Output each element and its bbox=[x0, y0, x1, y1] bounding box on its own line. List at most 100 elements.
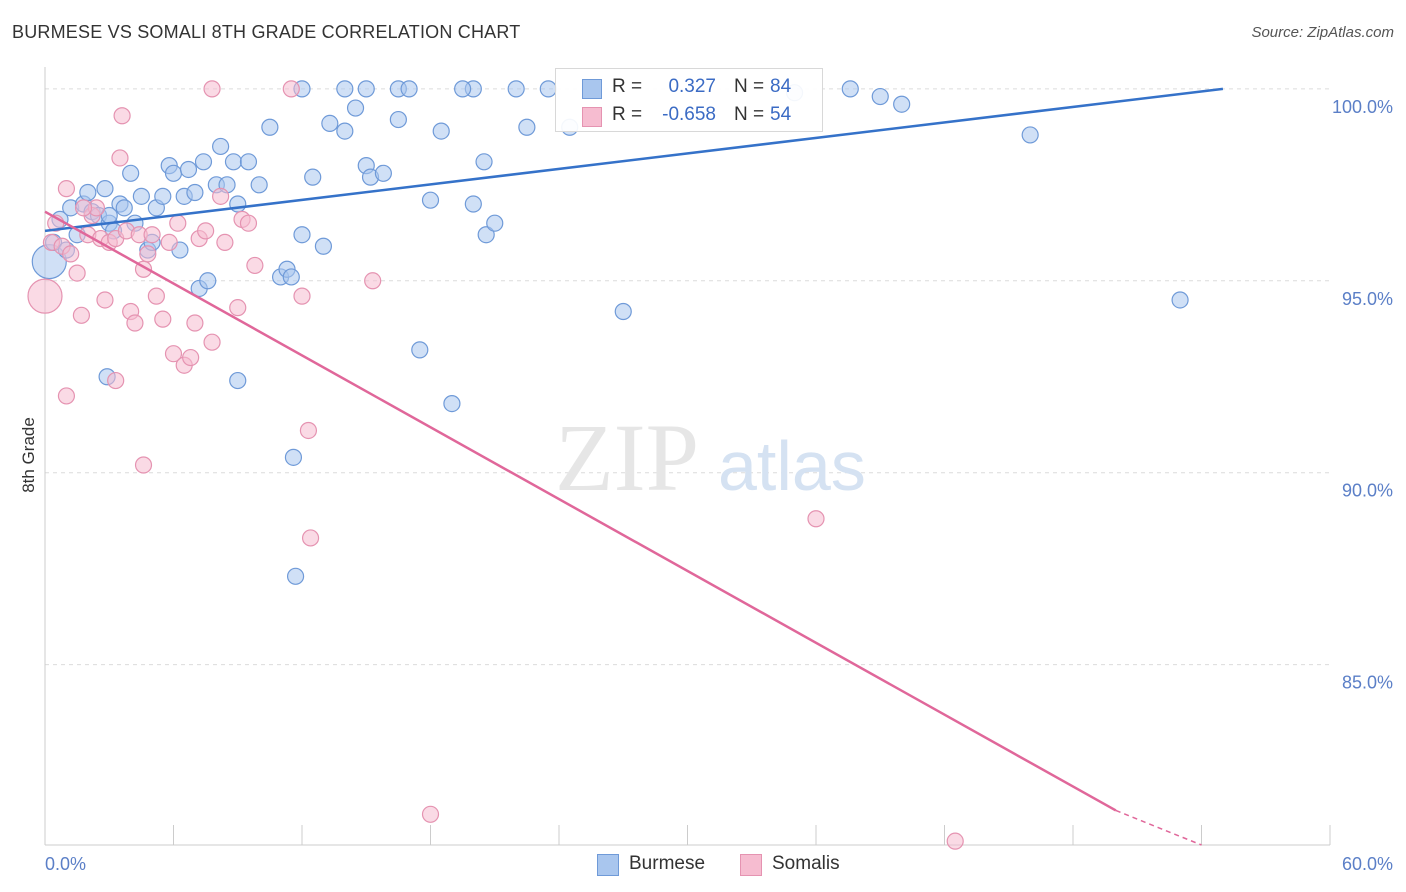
watermark-atlas: atlas bbox=[718, 427, 866, 505]
burmese-point bbox=[464, 195, 482, 213]
burmese-point bbox=[432, 122, 450, 140]
somalis-point bbox=[164, 345, 183, 363]
burmese-point bbox=[443, 395, 461, 413]
somalis-point bbox=[96, 291, 114, 309]
somalis-point bbox=[27, 278, 63, 314]
somalis-trend-extension bbox=[1115, 809, 1202, 846]
burmese-legend-swatch bbox=[597, 854, 619, 876]
somalis-point bbox=[72, 306, 91, 324]
burmese-point bbox=[477, 226, 495, 244]
somalis-point bbox=[182, 348, 200, 367]
x-tick-label: 0.0% bbox=[45, 854, 86, 874]
legend-row-somalis: R = -0.658 N = 54 bbox=[556, 101, 822, 129]
somalis-legend-label: Somalis bbox=[772, 853, 840, 874]
burmese-point bbox=[132, 187, 150, 205]
burmese-point bbox=[1171, 291, 1189, 309]
somalis-point bbox=[107, 371, 125, 390]
somalis-point bbox=[216, 233, 234, 251]
somalis-point bbox=[74, 199, 93, 217]
somalis-point bbox=[113, 107, 131, 125]
tick-labels: 100.0% 95.0% 90.0% 85.0% 0.0% 60.0% bbox=[45, 97, 1393, 874]
burmese-point bbox=[346, 99, 365, 117]
burmese-point bbox=[261, 118, 279, 136]
y-tick-label: 85.0% bbox=[1342, 673, 1393, 693]
burmese-point bbox=[79, 183, 97, 202]
somalis-point bbox=[203, 80, 221, 98]
source-label: Source: ZipAtlas.com bbox=[1251, 24, 1394, 41]
somalis-point bbox=[186, 314, 204, 332]
burmese-point bbox=[357, 80, 375, 98]
somalis-point bbox=[154, 310, 172, 328]
burmese-point bbox=[212, 137, 230, 156]
somalis-point bbox=[203, 333, 221, 351]
somalis-point bbox=[282, 80, 300, 98]
burmese-n-label: N = bbox=[734, 76, 765, 97]
burmese-point bbox=[293, 226, 311, 244]
burmese-point bbox=[321, 114, 339, 133]
somalis-point bbox=[229, 299, 247, 317]
axes bbox=[44, 67, 1331, 846]
burmese-point bbox=[154, 187, 172, 205]
burmese-point bbox=[539, 80, 557, 98]
somalis-n-value: 54 bbox=[770, 104, 792, 125]
burmese-point bbox=[411, 341, 429, 359]
somalis-point bbox=[143, 226, 161, 244]
somalis-legend-swatch bbox=[740, 854, 762, 876]
burmese-point bbox=[164, 164, 183, 182]
burmese-point bbox=[893, 95, 911, 113]
somalis-point bbox=[62, 245, 80, 263]
somalis-point bbox=[364, 272, 382, 290]
burmese-point bbox=[96, 180, 114, 198]
burmese-point bbox=[336, 80, 354, 98]
y-tick-label: 90.0% bbox=[1342, 481, 1393, 501]
burmese-point bbox=[454, 80, 472, 98]
burmese-point bbox=[199, 272, 217, 290]
burmese-r-value: 0.327 bbox=[668, 76, 716, 97]
legend-row-burmese: R = 0.327 N = 84 bbox=[556, 73, 822, 101]
somalis-point bbox=[111, 149, 129, 167]
chart-title: BURMESE VS SOMALI 8TH GRADE CORRELATION … bbox=[12, 22, 521, 42]
somalis-point bbox=[68, 264, 86, 282]
somalis-point bbox=[807, 510, 825, 528]
somalis-point bbox=[160, 233, 178, 251]
burmese-legend-label: Burmese bbox=[629, 853, 706, 874]
y-tick-label: 95.0% bbox=[1342, 289, 1393, 309]
burmese-point bbox=[284, 448, 303, 466]
somalis-point bbox=[197, 222, 215, 240]
burmese-point bbox=[336, 122, 354, 140]
burmese-point bbox=[250, 176, 268, 194]
burmese-point bbox=[115, 199, 133, 217]
burmese-point bbox=[229, 371, 247, 390]
burmese-point bbox=[486, 214, 504, 232]
burmese-point bbox=[389, 110, 407, 129]
somalis-point bbox=[239, 214, 258, 232]
burmese-point bbox=[421, 191, 440, 209]
burmese-point bbox=[507, 80, 525, 98]
burmese-point bbox=[186, 183, 204, 202]
burmese-point bbox=[286, 567, 305, 585]
burmese-point bbox=[224, 153, 243, 171]
burmese-point bbox=[1021, 126, 1039, 144]
y-axis-title: 8th Grade bbox=[19, 417, 38, 493]
burmese-points bbox=[31, 80, 1189, 585]
burmese-trend-line bbox=[44, 87, 1224, 233]
somalis-point bbox=[299, 421, 318, 440]
burmese-point bbox=[841, 80, 859, 98]
somalis-point bbox=[126, 314, 144, 332]
burmese-swatch bbox=[582, 79, 602, 99]
burmese-point bbox=[304, 168, 322, 186]
somalis-trend-line bbox=[44, 210, 1117, 812]
trend-lines bbox=[44, 87, 1224, 846]
burmese-point bbox=[871, 87, 889, 106]
somalis-point bbox=[246, 256, 264, 275]
stats-legend: R = 0.327 N = 84 R = -0.658 N = 54 bbox=[555, 68, 823, 132]
burmese-point bbox=[314, 237, 333, 255]
somalis-point bbox=[57, 387, 76, 405]
somalis-point bbox=[212, 187, 230, 205]
somalis-swatch bbox=[582, 107, 602, 127]
burmese-point bbox=[614, 302, 632, 321]
somalis-point bbox=[147, 287, 165, 305]
burmese-point bbox=[229, 195, 247, 213]
burmese-point bbox=[400, 80, 418, 98]
